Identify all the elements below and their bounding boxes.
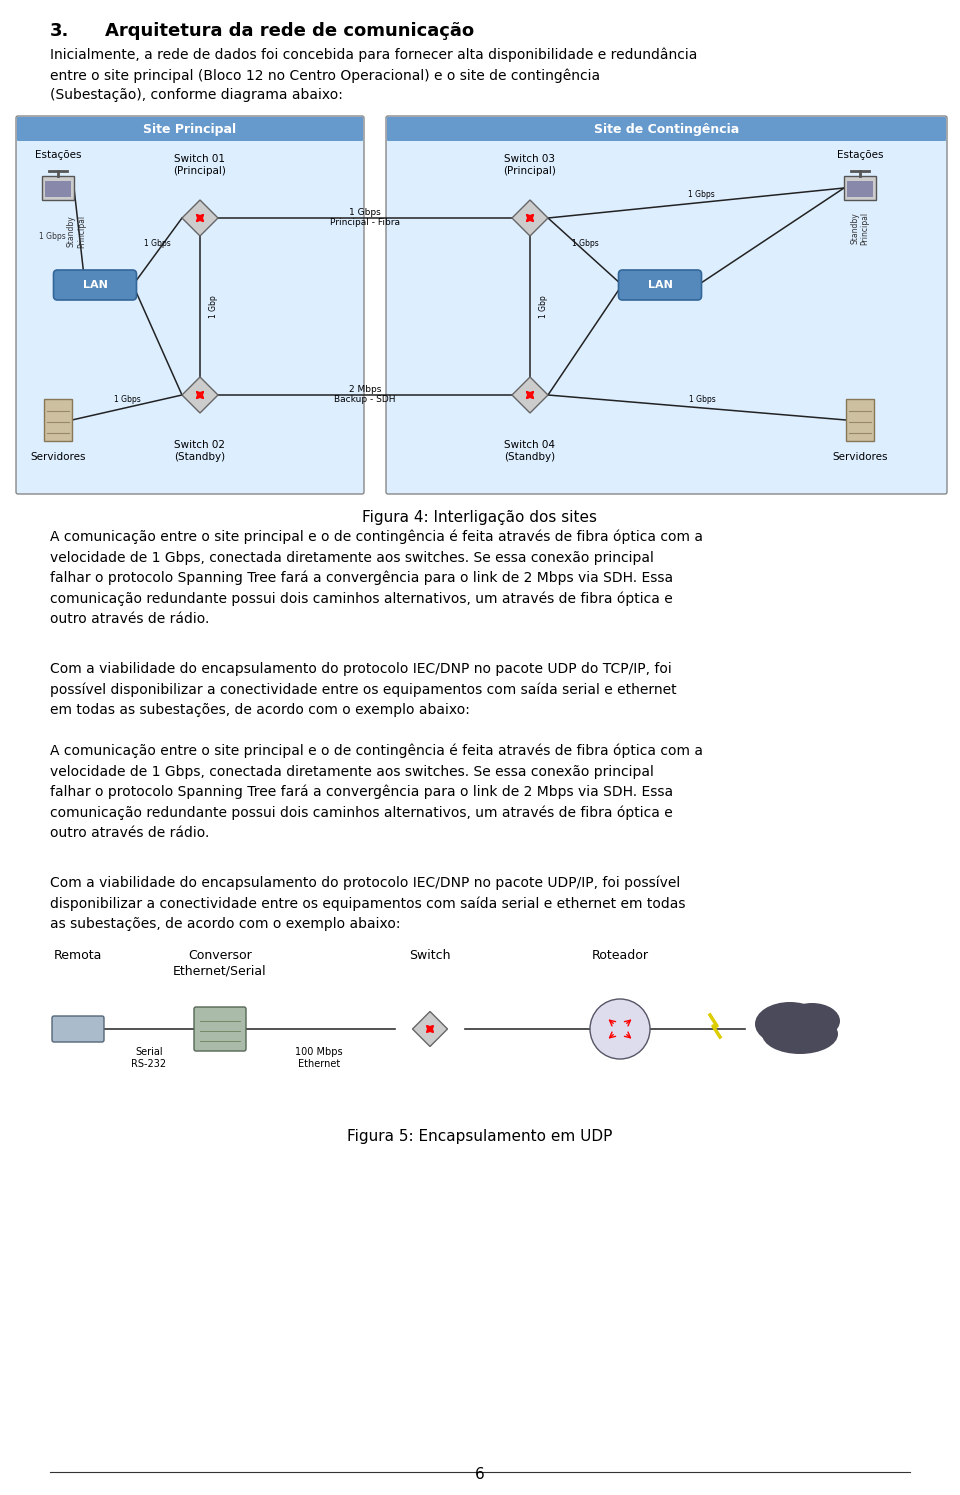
Text: 100 Mbps
Ethernet: 100 Mbps Ethernet: [295, 1046, 343, 1069]
Text: Roteador: Roteador: [591, 949, 649, 961]
Text: Standby: Standby: [67, 215, 76, 247]
Text: Remota: Remota: [54, 949, 102, 961]
FancyBboxPatch shape: [52, 1017, 104, 1042]
Text: A comunicação entre o site principal e o de contingência é feita através de fibr: A comunicação entre o site principal e o…: [50, 745, 703, 840]
Text: 1 Gbp: 1 Gbp: [209, 295, 219, 318]
Polygon shape: [413, 1012, 447, 1046]
Ellipse shape: [755, 1002, 825, 1046]
Text: Switch 04
(Standby): Switch 04 (Standby): [504, 440, 556, 462]
Text: Com a viabilidade do encapsulamento do protocolo IEC/DNP no pacote UDP do TCP/IP: Com a viabilidade do encapsulamento do p…: [50, 662, 677, 718]
Polygon shape: [512, 377, 548, 413]
Text: Switch 03
(Principal): Switch 03 (Principal): [504, 154, 557, 176]
FancyBboxPatch shape: [194, 1008, 246, 1051]
Polygon shape: [182, 377, 218, 413]
Ellipse shape: [784, 1003, 840, 1039]
Polygon shape: [182, 200, 218, 236]
Text: Conversor
Ethernet/Serial: Conversor Ethernet/Serial: [173, 949, 267, 978]
Text: Servidores: Servidores: [31, 451, 85, 462]
Text: Principal: Principal: [860, 212, 870, 245]
Text: Estações: Estações: [837, 150, 883, 160]
Text: 1 Gbps: 1 Gbps: [38, 232, 65, 241]
FancyBboxPatch shape: [45, 181, 71, 197]
Text: 6: 6: [475, 1467, 485, 1482]
FancyBboxPatch shape: [618, 271, 702, 300]
FancyBboxPatch shape: [386, 117, 947, 493]
Text: Servidores: Servidores: [832, 451, 888, 462]
FancyBboxPatch shape: [387, 117, 946, 141]
FancyBboxPatch shape: [17, 117, 363, 141]
Text: Com a viabilidade do encapsulamento do protocolo IEC/DNP no pacote UDP/IP, foi p: Com a viabilidade do encapsulamento do p…: [50, 876, 685, 931]
FancyBboxPatch shape: [42, 176, 74, 200]
FancyBboxPatch shape: [846, 399, 874, 441]
Text: 1 Gbps
Principal - Fibra: 1 Gbps Principal - Fibra: [330, 208, 400, 227]
Circle shape: [590, 999, 650, 1058]
FancyBboxPatch shape: [44, 399, 72, 441]
Text: Arquitetura da rede de comunicação: Arquitetura da rede de comunicação: [105, 22, 474, 40]
Text: Figura 4: Interligação dos sites: Figura 4: Interligação dos sites: [363, 510, 597, 525]
Text: 1 Gbps: 1 Gbps: [688, 395, 715, 404]
Text: Site de Contingência: Site de Contingência: [594, 123, 739, 136]
Text: 3.: 3.: [50, 22, 69, 40]
Text: Switch 02
(Standby): Switch 02 (Standby): [175, 440, 226, 462]
Text: 1 Gbps: 1 Gbps: [687, 190, 714, 199]
Text: 1 Gbps: 1 Gbps: [571, 239, 598, 248]
FancyBboxPatch shape: [847, 181, 873, 197]
Text: Switch 01
(Principal): Switch 01 (Principal): [174, 154, 227, 176]
Text: 1 Gbp: 1 Gbp: [540, 295, 548, 318]
Ellipse shape: [762, 1014, 838, 1054]
Text: LAN: LAN: [83, 280, 108, 290]
Text: Serial
RS-232: Serial RS-232: [132, 1046, 167, 1069]
Text: Standby: Standby: [851, 212, 859, 244]
Text: Inicialmente, a rede de dados foi concebida para fornecer alta disponibilidade e: Inicialmente, a rede de dados foi conceb…: [50, 48, 697, 102]
Polygon shape: [512, 200, 548, 236]
Text: A comunicação entre o site principal e o de contingência é feita através de fibr: A comunicação entre o site principal e o…: [50, 531, 703, 626]
FancyBboxPatch shape: [16, 117, 364, 493]
FancyBboxPatch shape: [844, 176, 876, 200]
FancyBboxPatch shape: [54, 271, 136, 300]
Text: Switch: Switch: [409, 949, 451, 961]
Text: Principal: Principal: [77, 215, 86, 248]
Text: Site Principal: Site Principal: [143, 123, 236, 136]
Text: LAN: LAN: [648, 280, 672, 290]
Text: Estações: Estações: [35, 150, 82, 160]
Text: 1 Gbps: 1 Gbps: [113, 395, 140, 404]
Text: Figura 5: Encapsulamento em UDP: Figura 5: Encapsulamento em UDP: [348, 1129, 612, 1144]
Text: 2 Mbps
Backup - SDH: 2 Mbps Backup - SDH: [334, 386, 396, 405]
Text: 1 Gbps: 1 Gbps: [144, 239, 171, 248]
